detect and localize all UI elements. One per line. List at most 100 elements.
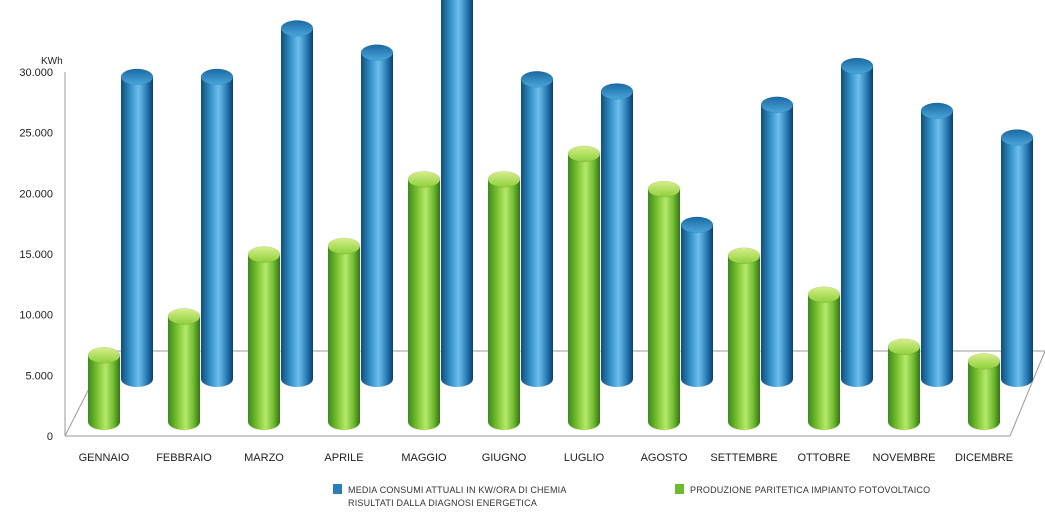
bar-green-giugno-body xyxy=(488,179,520,430)
bar-blue-dicembre-body xyxy=(1001,137,1033,387)
bar-green-giugno-top xyxy=(487,171,521,188)
bar-blue-luglio-top xyxy=(600,83,634,100)
bar-green-febbraio xyxy=(167,308,201,430)
bar-blue-aprile xyxy=(360,44,394,387)
bar-blue-luglio-body xyxy=(601,91,633,387)
bar-green-giugno xyxy=(487,171,521,430)
bar-blue-giugno-top xyxy=(520,71,554,88)
bar-green-ottobre xyxy=(807,286,841,430)
bar-blue-marzo xyxy=(280,20,314,387)
bar-green-aprile-top xyxy=(327,237,361,255)
bar-blue-maggio-body xyxy=(441,0,473,387)
bar-blue-agosto-body xyxy=(681,224,713,387)
bar-green-maggio xyxy=(407,171,441,430)
bar-blue-maggio xyxy=(441,0,473,387)
bar-blue-febbraio-body xyxy=(201,76,233,387)
x-tick-label: APRILE xyxy=(324,452,363,464)
x-tick-label: LUGLIO xyxy=(564,452,605,464)
x-tick-label: OTTOBRE xyxy=(798,452,851,464)
bar-green-settembre xyxy=(727,247,761,430)
bar-blue-agosto-top xyxy=(680,216,714,234)
y-tick-label: 20.000 xyxy=(19,188,53,200)
y-tick-label: 15.000 xyxy=(19,249,53,261)
bar-green-dicembre-top xyxy=(967,353,1001,370)
x-tick-label: NOVEMBRE xyxy=(873,452,936,464)
bar-blue-novembre-body xyxy=(921,110,953,387)
x-axis-labels: GENNAIO FEBBRAIO MARZO APRILE MAGGIO GIUGNO LU… xyxy=(79,452,1013,464)
legend-label-green: PRODUZIONE PARITETICA IMPIANTO FOTOVOLTA… xyxy=(690,485,931,495)
bar-blue-novembre-top xyxy=(920,102,954,120)
bar-green-novembre-body xyxy=(888,346,920,430)
x-tick-label: GENNAIO xyxy=(79,452,130,464)
bar-green-novembre xyxy=(887,338,921,430)
bar-green-marzo-top xyxy=(247,246,281,263)
y-tick-label: 25.000 xyxy=(19,128,53,140)
y-tick-label: 0 xyxy=(47,431,53,443)
bar-green-ottobre-top xyxy=(807,286,841,303)
bar-green-settembre-top xyxy=(727,247,761,265)
bar-green-aprile-body xyxy=(328,246,360,430)
bar-green-marzo xyxy=(247,246,281,430)
bar-green-luglio-top xyxy=(567,145,601,163)
bar-blue-settembre xyxy=(760,96,794,387)
bar-blue-agosto xyxy=(680,216,714,387)
bar-blue-settembre-top xyxy=(760,96,794,114)
series-blue-bars xyxy=(120,0,1034,388)
floor-right-edge xyxy=(1009,350,1045,437)
bar-green-gennaio-body xyxy=(88,355,120,430)
bar-green-agosto xyxy=(647,180,681,430)
legend-item-green: PRODUZIONE PARITETICA IMPIANTO FOTOVOLTA… xyxy=(675,484,930,497)
bar-blue-giugno xyxy=(520,71,554,387)
bar-green-marzo-body xyxy=(248,254,280,430)
bar-blue-novembre xyxy=(920,102,954,387)
bar-blue-gennaio-top xyxy=(120,68,154,86)
bar-blue-febbraio-top xyxy=(200,68,234,86)
y-tick-label: 5.000 xyxy=(25,370,53,382)
x-tick-label: FEBBRAIO xyxy=(156,452,212,464)
bar-blue-ottobre-top xyxy=(840,57,874,75)
bar-green-dicembre-body xyxy=(968,361,1000,430)
bar-green-gennaio xyxy=(87,347,121,430)
bar-green-maggio-body xyxy=(408,179,440,430)
bar-green-febbraio-body xyxy=(168,316,200,430)
bar-green-ottobre-body xyxy=(808,294,840,430)
bar-green-dicembre xyxy=(967,353,1001,430)
bar-green-agosto-top xyxy=(647,180,681,198)
bar-green-aprile xyxy=(327,237,361,430)
bar-blue-ottobre-body xyxy=(841,65,873,388)
bar-blue-giugno-body xyxy=(521,79,553,387)
bar-green-gennaio-top xyxy=(87,347,121,364)
x-tick-label: AGOSTO xyxy=(641,452,688,464)
bar-blue-ottobre xyxy=(840,57,874,388)
x-tick-label: GIUGNO xyxy=(482,452,527,464)
bar-blue-luglio xyxy=(600,83,634,387)
bar-blue-dicembre xyxy=(1000,129,1034,387)
bar-blue-settembre-body xyxy=(761,104,793,387)
y-tick-label: 10.000 xyxy=(19,310,53,322)
legend-label-blue-line2: RISULTATI DALLA DIAGNOSI ENERGETICA xyxy=(348,498,538,508)
legend-swatch-green xyxy=(675,484,684,494)
y-axis-unit-label: KWh xyxy=(41,56,63,67)
bar-green-settembre-body xyxy=(728,255,760,430)
legend-swatch-blue xyxy=(333,484,342,494)
bar-blue-dicembre-top xyxy=(1000,129,1034,146)
bar-blue-aprile-top xyxy=(360,44,394,61)
bar-blue-gennaio-body xyxy=(121,76,153,387)
bar-blue-aprile-body xyxy=(361,52,393,387)
x-tick-label: DICEMBRE xyxy=(955,452,1013,464)
bar-green-luglio-body xyxy=(568,153,600,430)
bar-blue-gennaio xyxy=(120,68,154,387)
x-tick-label: MARZO xyxy=(244,452,284,464)
bar-blue-marzo-body xyxy=(281,28,313,387)
legend-label-blue-line1: MEDIA CONSUMI ATTUALI IN KW/ORA DI CHEMI… xyxy=(348,485,567,495)
series-green-bars xyxy=(87,145,1001,430)
x-tick-label: SETTEMBRE xyxy=(710,452,777,464)
bar-green-luglio xyxy=(567,145,601,430)
bar-green-maggio-top xyxy=(407,171,441,188)
legend: MEDIA CONSUMI ATTUALI IN KW/ORA DI CHEMI… xyxy=(333,484,1033,512)
bar-blue-febbraio xyxy=(200,68,234,387)
bar-green-febbraio-top xyxy=(167,308,201,325)
bar-green-agosto-body xyxy=(648,189,680,430)
x-tick-label: MAGGIO xyxy=(401,452,447,464)
